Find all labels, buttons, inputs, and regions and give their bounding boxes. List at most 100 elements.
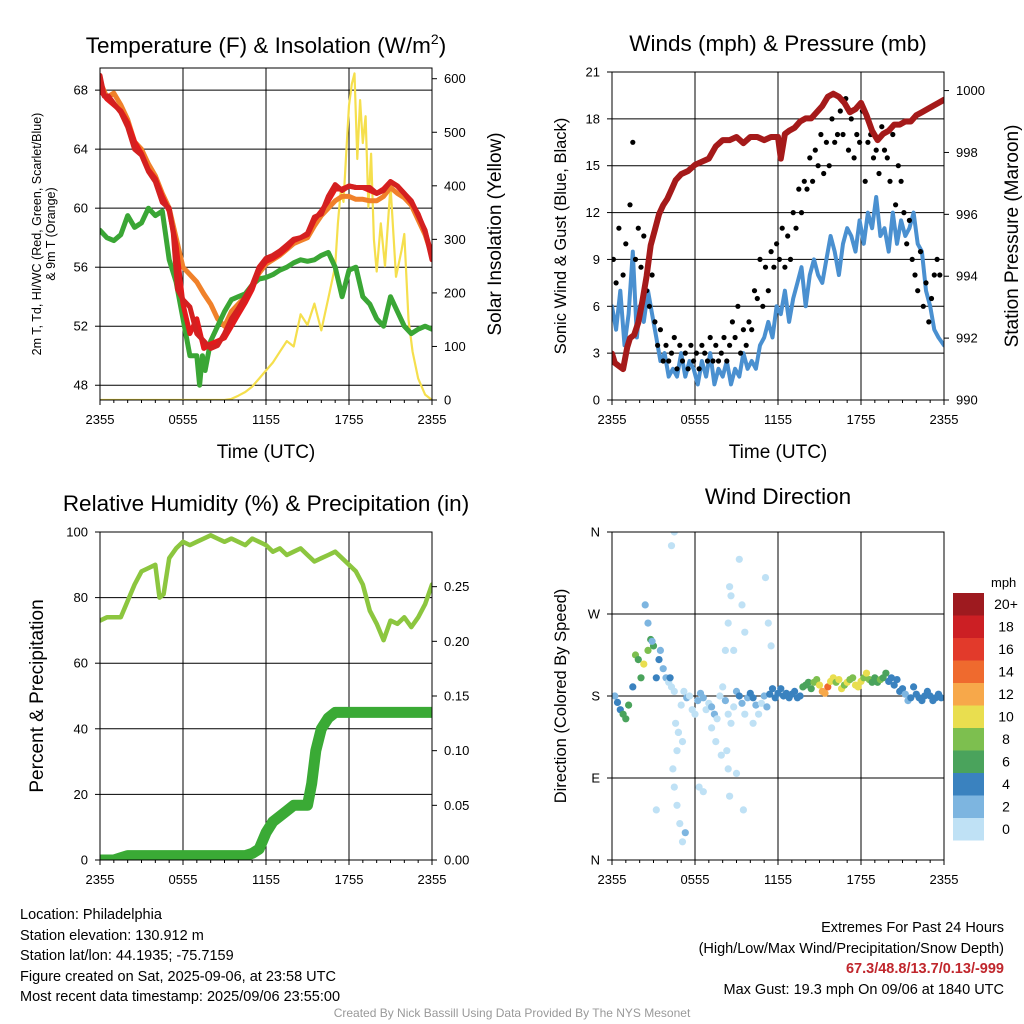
y-right-tick-label: 0.15 (444, 689, 469, 704)
gust-point (724, 358, 730, 364)
gust-point (715, 358, 722, 364)
gust-point (655, 342, 661, 348)
y-right-tick-label: 994 (956, 269, 978, 284)
y-tick-label: 68 (74, 83, 88, 98)
temp-line (100, 72, 432, 351)
gust-point (890, 131, 896, 138)
direction-point (672, 719, 680, 727)
latlon-text: Station lat/lon: 44.1935; -75.7159 (20, 948, 234, 964)
y-tick-label: 52 (74, 319, 88, 334)
y-right-tick-label: 200 (444, 285, 466, 300)
gust-point (738, 350, 744, 356)
gust-point (928, 295, 935, 302)
gust-point (920, 303, 926, 309)
colorbar-label: 14 (998, 664, 1014, 680)
direction-point (907, 694, 915, 702)
gust-point (693, 350, 700, 356)
direction-point (659, 665, 667, 673)
humidity-grid (100, 532, 432, 860)
direction-point (699, 788, 707, 796)
gust-point (762, 264, 769, 270)
direction-title: Wind Direction (705, 484, 851, 509)
gust-point (785, 233, 791, 239)
extremes-title: Extremes For Past 24 Hours (821, 920, 1004, 936)
direction-point (622, 715, 630, 723)
direction-point (716, 692, 724, 700)
direction-point (629, 683, 637, 691)
y-tick-label: 21 (586, 65, 600, 80)
direction-point (835, 676, 843, 684)
direction-point (796, 692, 804, 700)
direction-point (849, 674, 857, 682)
x-tick-label: 1155 (764, 412, 792, 427)
gust-point (926, 319, 932, 325)
direction-left-axis-label: Direction (Colored By Speed) (552, 589, 570, 804)
direction-point (730, 646, 738, 655)
speed-colorbar: mph 20+ 18 16 14 12 10 8 6 4 2 0 (953, 575, 1018, 841)
y-tick-label: 80 (74, 590, 88, 605)
y-tick-label: 6 (593, 299, 600, 314)
gust-point (688, 342, 694, 348)
direction-point (694, 697, 702, 705)
elevation-text: Station elevation: 130.912 m (20, 927, 204, 944)
credit-text: Created By Nick Bassill Using Data Provi… (333, 1006, 691, 1020)
temperature-left-axis-label-line1: 2m T, Td, HI/WC (Red, Green, Scarlet/Blu… (30, 113, 44, 356)
colorbar-swatch (953, 795, 984, 818)
temperature-series (100, 72, 432, 400)
direction-point (713, 715, 721, 723)
colorbar-label: 8 (1002, 731, 1010, 747)
gust-point (685, 366, 691, 372)
direction-point (724, 710, 732, 718)
direction-point (738, 601, 746, 609)
colorbar-swatch (953, 728, 984, 751)
y-tick-label: 48 (74, 378, 88, 393)
colorbar-label: 2 (1002, 799, 1010, 815)
direction-point (749, 694, 757, 702)
direction-point (670, 687, 678, 696)
y-tick-label: S (591, 689, 600, 704)
y-tick-label: 9 (593, 252, 600, 267)
direction-point (741, 628, 749, 636)
direction-point (721, 697, 730, 705)
gust-point (671, 334, 677, 341)
gust-point (917, 249, 924, 255)
y-right-tick-label: 0 (444, 393, 451, 408)
x-tick-label: 2355 (86, 412, 115, 427)
colorbar-swatch (953, 660, 984, 683)
gust-point (630, 139, 636, 145)
max-gust-text: Max Gust: 19.3 mph On 09/06 at 1840 UTC (723, 981, 1004, 998)
extremes-fields: (High/Low/Max Wind/Precipitation/Snow De… (698, 940, 1004, 957)
gust-point (616, 225, 622, 231)
gust-point (851, 155, 857, 161)
gust-point (848, 116, 854, 122)
direction-point (656, 646, 665, 655)
gust-point (746, 319, 752, 325)
gust-point (854, 131, 860, 138)
gust-point (790, 210, 796, 216)
y-right-tick-label: 100 (444, 339, 466, 354)
direction-point (691, 710, 699, 718)
humidity-panel: Relative Humidity (%) & Precipitation (i… (27, 491, 469, 887)
direction-point (749, 719, 757, 727)
x-tick-label: 2355 (598, 872, 627, 887)
gust-point (937, 272, 943, 278)
y-tick-label: 0 (81, 853, 88, 868)
y-right-tick-label: 0.10 (444, 743, 469, 758)
colorbar-swatch (953, 638, 984, 661)
gust-point (940, 0, 945, 3)
gust-point (765, 288, 771, 294)
direction-point (730, 703, 738, 711)
gust-point (915, 288, 921, 294)
direction-point (763, 703, 771, 711)
y-tick-label: W (588, 607, 601, 622)
x-tick-label: 2355 (598, 412, 627, 427)
y-right-tick-label: 0.25 (444, 579, 469, 594)
colorbar-label: 0 (1002, 821, 1010, 837)
direction-point (735, 555, 743, 563)
gust-point (613, 280, 619, 286)
gust-point (679, 358, 686, 364)
direction-point (634, 656, 642, 664)
gust-point (879, 124, 885, 130)
gust-point (870, 155, 877, 161)
gust-point (898, 178, 904, 184)
